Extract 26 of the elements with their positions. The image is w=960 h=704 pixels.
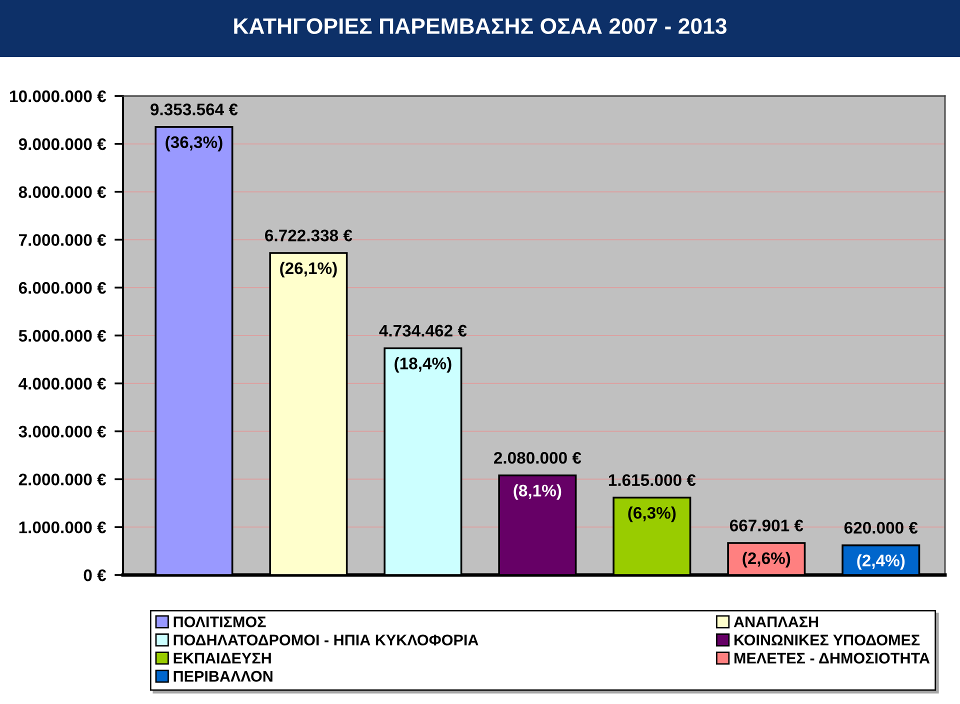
- y-tick-label: 8.000.000 €: [18, 186, 106, 198]
- text: 4.734.462 € (18,4%): [379, 324, 467, 373]
- y-tick-label: 2.000.000 €: [18, 474, 106, 486]
- legend-label: ΑΝΑΠΛΑΣΗ: [734, 616, 818, 628]
- text: 667.901 € (2,6%): [730, 520, 804, 568]
- text: 620.000 € (2,4%): [844, 522, 918, 570]
- legend-label: ΚΟΙΝΩΝΙΚΕΣ ΥΠΟΔΟΜΕΣ: [734, 634, 920, 646]
- y-tick-label: 9.000.000 €: [18, 138, 106, 150]
- y-tick-label: 0 €: [84, 569, 106, 582]
- legend-label: ΜΕΛΕΤΕΣ - ΔΗΜΟΣΙΟΤΗΤΑ: [734, 652, 930, 664]
- legend-label: ΠΟΛΙΤΙΣΜΟΣ: [174, 616, 266, 628]
- text: 6.722.338 € (26,1%): [265, 230, 352, 278]
- y-tick-label: 5.000.000 €: [18, 330, 106, 342]
- text: 1.615.000 € (6,3%): [608, 474, 696, 522]
- y-tick-label: 1.000.000 €: [19, 522, 106, 534]
- text: 2.080.000 € (8,1%): [494, 452, 582, 500]
- chart-title: ΚΑΤΗΓΟΡΙΕΣ ΠΑΡΕΜΒΑΣΗΣ ΟΣΑΑ 2007 - 2013: [234, 18, 726, 34]
- y-tick-label: 10.000.000 €: [10, 90, 106, 102]
- legend-label: ΠΟΔΗΛΑΤΟΔΡΟΜΟΙ - ΗΠΙΑ ΚΥΚΛΟΦΟΡΙΑ: [174, 634, 478, 646]
- y-tick-label: 4.000.000 €: [18, 378, 106, 390]
- text: 9.353.564 € (36,3%): [150, 104, 238, 152]
- y-tick-label: 3.000.000 €: [18, 426, 106, 438]
- legend-label: ΕΚΠΑΙΔΕΥΣΗ: [174, 652, 271, 664]
- legend-label: ΠΕΡΙΒΑΛΛΟΝ: [174, 670, 272, 682]
- y-tick-label: 6.000.000 €: [18, 282, 106, 294]
- y-tick-label: 7.000.000 €: [19, 234, 106, 246]
